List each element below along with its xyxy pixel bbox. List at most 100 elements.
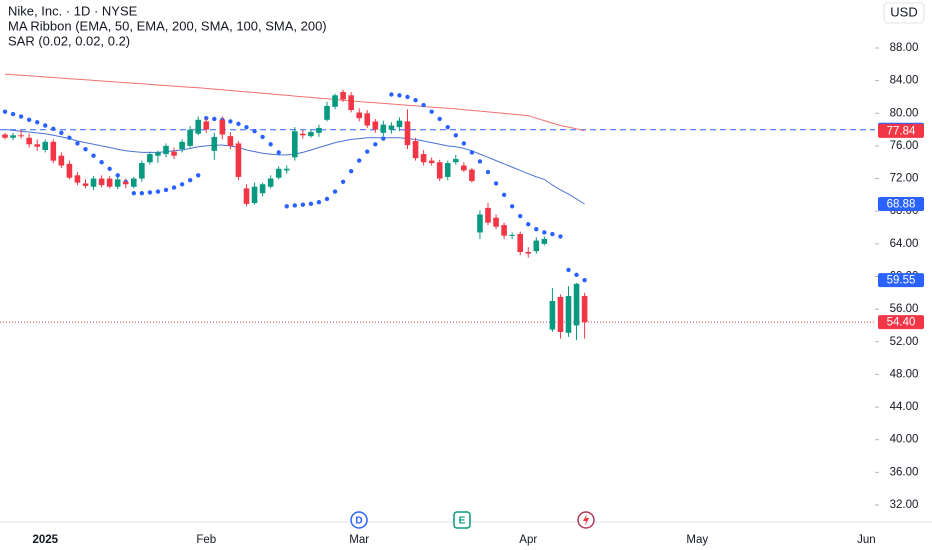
candle-body xyxy=(90,178,97,187)
sar-dot xyxy=(26,117,32,122)
sar-dot xyxy=(228,119,233,124)
y-tick-label: 52.00 xyxy=(890,336,919,348)
x-tick-label: May xyxy=(686,534,708,546)
sar-dot xyxy=(574,272,579,278)
sar-dot xyxy=(59,130,64,136)
y-tick-label: 72.00 xyxy=(890,173,919,185)
y-tick-label: 76.00 xyxy=(890,140,919,152)
price-label: 59.55 xyxy=(887,275,916,287)
sar-dot xyxy=(115,173,120,178)
candle-body xyxy=(171,151,177,156)
sar-dot xyxy=(284,204,289,209)
sar-dot xyxy=(332,189,338,194)
candle-body xyxy=(308,132,314,137)
sar-dot xyxy=(171,185,177,190)
sar-dot xyxy=(147,190,153,195)
candle-body xyxy=(106,178,113,187)
candle-body xyxy=(267,178,274,187)
price-label: 77.84 xyxy=(887,125,916,137)
candle-body xyxy=(283,168,290,171)
candle-body xyxy=(573,283,580,326)
price-label-box xyxy=(878,273,924,288)
candle-body xyxy=(420,154,427,163)
event-letter: D xyxy=(355,516,362,527)
candle-body xyxy=(396,120,403,128)
sar-dot xyxy=(477,159,483,164)
sar-dot xyxy=(357,158,362,163)
sar-dot xyxy=(35,120,40,125)
candle-body xyxy=(444,163,451,177)
sar-dot xyxy=(91,153,96,158)
sar-dot xyxy=(421,102,426,108)
candle-body xyxy=(356,112,362,119)
candle-body xyxy=(453,158,459,163)
sar-dot xyxy=(107,166,112,171)
event-earnings[interactable]: E xyxy=(453,511,471,529)
candle-body xyxy=(122,181,129,185)
candle-body xyxy=(34,144,40,147)
sar-dot xyxy=(244,124,249,130)
candle-body xyxy=(300,133,306,136)
sar-dot xyxy=(518,213,523,219)
candle-body xyxy=(364,113,371,126)
candle-body xyxy=(98,178,105,186)
candle-body xyxy=(565,296,572,333)
sar-dot xyxy=(389,92,394,97)
y-tick-label: 56.00 xyxy=(890,303,919,315)
sar-dot xyxy=(163,187,169,193)
price-label-box xyxy=(878,197,924,212)
moving-average-line xyxy=(4,73,585,132)
event-dividend[interactable]: D xyxy=(350,511,368,529)
sar-dot xyxy=(526,222,531,227)
candle-body xyxy=(235,143,242,177)
sar-dot xyxy=(493,181,499,186)
candle-body xyxy=(10,135,16,138)
candle-body xyxy=(340,92,346,100)
candle-body xyxy=(517,234,523,253)
sar-dot xyxy=(566,267,571,273)
sar-dot xyxy=(413,98,418,103)
sar-dot xyxy=(236,121,241,127)
x-tick-label: Jun xyxy=(857,534,876,546)
candle-body xyxy=(259,184,266,194)
candle-body xyxy=(251,186,258,204)
sar-dot xyxy=(429,109,434,114)
sar-dot xyxy=(405,94,410,100)
sar-dot xyxy=(268,142,273,147)
candle-body xyxy=(388,125,395,130)
y-tick-label: 36.00 xyxy=(890,466,919,478)
sar-dot xyxy=(155,189,161,194)
y-tick-label: 88.00 xyxy=(890,42,919,54)
y-tick-label: 32.00 xyxy=(890,499,919,511)
sar-dot xyxy=(461,141,467,146)
sar-dot xyxy=(308,201,314,207)
candle-body xyxy=(581,296,588,323)
sar-dot xyxy=(373,142,378,147)
y-tick-label: 40.00 xyxy=(890,434,919,446)
candle-body xyxy=(219,119,226,135)
candle-body xyxy=(461,165,467,171)
sar-dot xyxy=(397,93,402,98)
sar-dot xyxy=(542,230,547,235)
indicator-legend[interactable]: MA Ribbon (EMA, 50, EMA, 200, SMA, 100, … xyxy=(8,18,327,33)
candle-body xyxy=(525,252,532,254)
indicator-legend[interactable]: SAR (0.02, 0.02, 0.2) xyxy=(8,33,130,48)
candle-body xyxy=(2,134,8,138)
event-letter: E xyxy=(459,516,466,527)
candle-body xyxy=(372,121,379,130)
price-label-box xyxy=(878,315,924,330)
sar-dot xyxy=(212,116,217,122)
candle-body xyxy=(477,214,483,233)
currency-button[interactable] xyxy=(883,2,925,24)
sar-dot xyxy=(558,234,563,239)
y-tick-label: 44.00 xyxy=(890,401,919,413)
sar-dot xyxy=(582,277,587,283)
plot-area xyxy=(0,73,875,341)
candle-body xyxy=(82,183,89,186)
sar-dot xyxy=(276,150,281,155)
sar-dot xyxy=(381,136,386,141)
sar-dot xyxy=(67,135,72,140)
candle-body xyxy=(541,238,548,244)
event-news[interactable] xyxy=(577,511,595,529)
